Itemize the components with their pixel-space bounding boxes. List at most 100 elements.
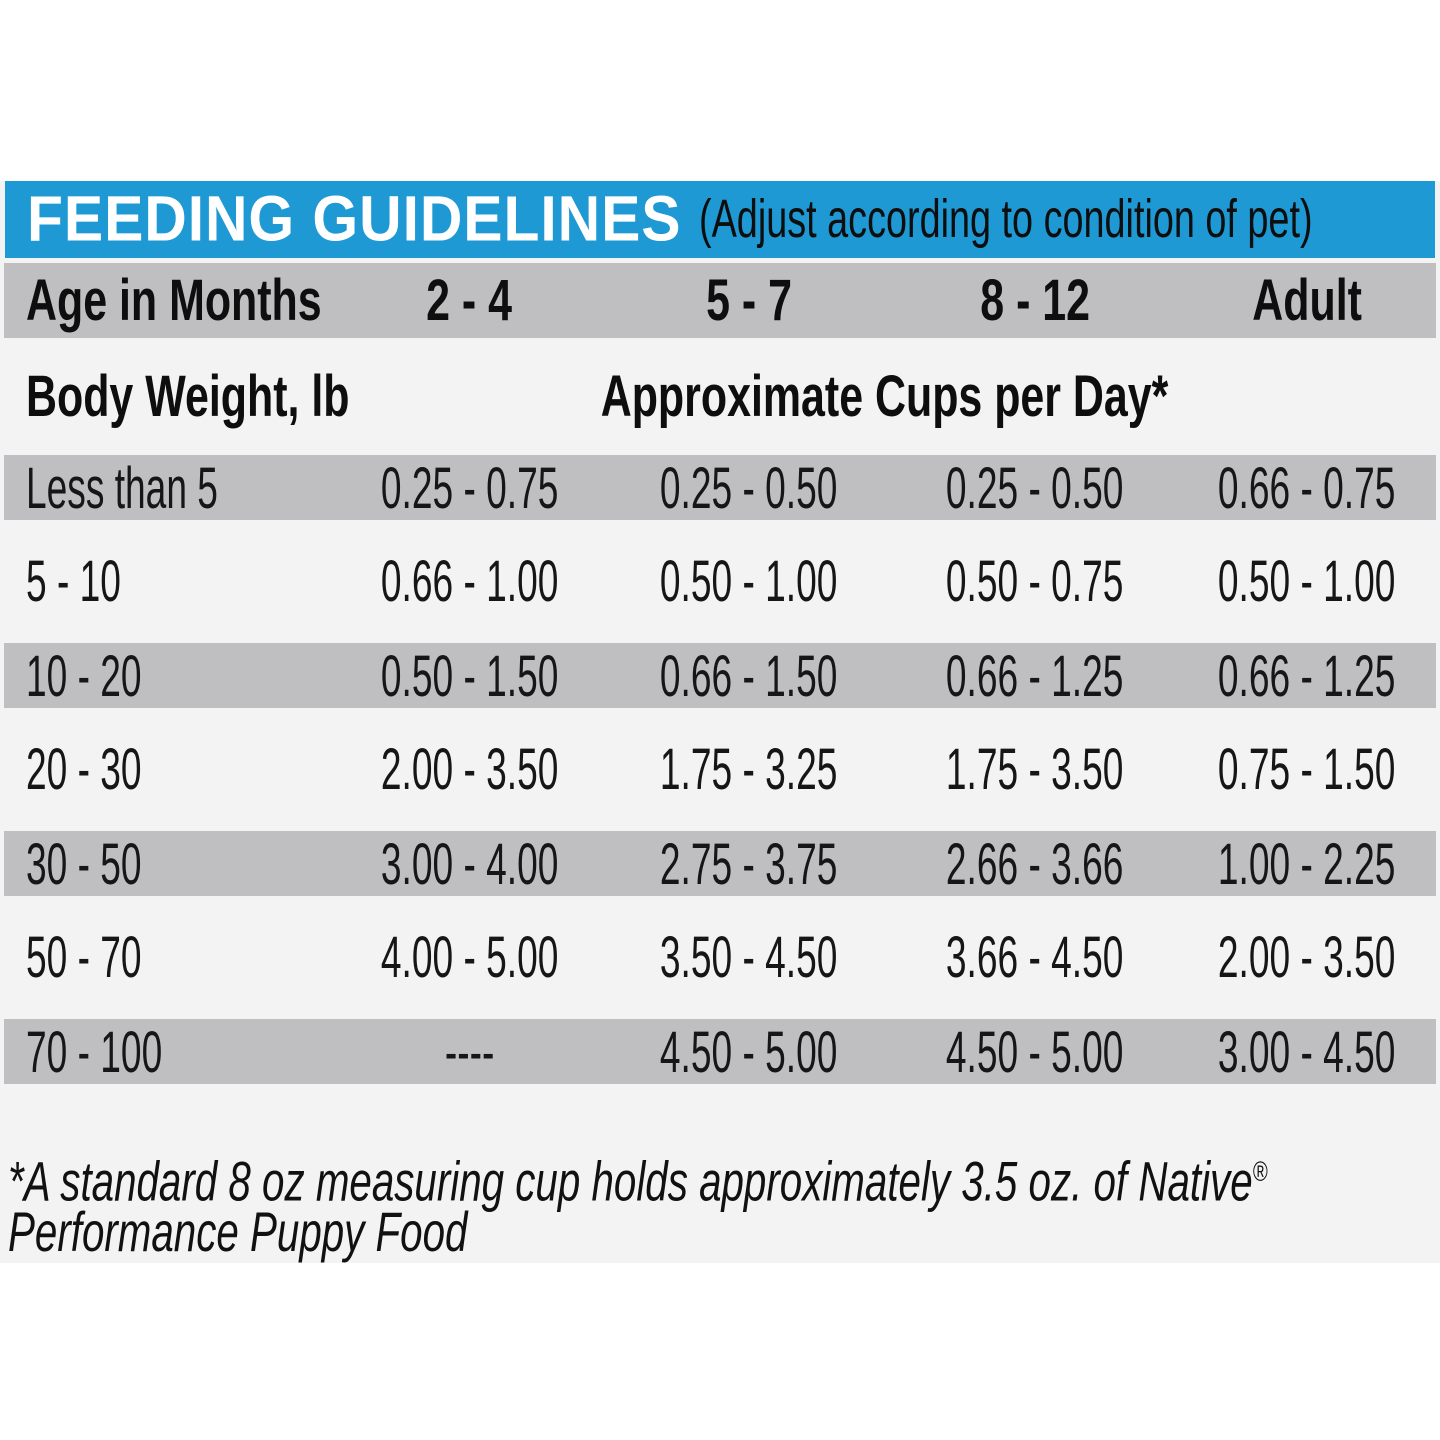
cups-value: ---- (444, 1020, 495, 1085)
cups-cell-adult: 0.75 - 1.50 (1178, 708, 1436, 831)
weight-cell: 70 - 100 (4, 1019, 333, 1086)
cups-cell-8-12: 4.50 - 5.00 (892, 1019, 1178, 1086)
weight-cell: 30 - 50 (4, 831, 333, 898)
age-col-label: 5 - 7 (705, 268, 792, 333)
cups-cell-8-12: 2.66 - 3.66 (892, 831, 1178, 898)
cups-cell-2-4: 2.00 - 3.50 (333, 708, 605, 831)
cups-cell-5-7: 2.75 - 3.75 (605, 831, 891, 898)
table-row: 10 - 20 0.50 - 1.50 0.66 - 1.50 0.66 - 1… (4, 643, 1436, 710)
weight-range: 20 - 30 (26, 737, 142, 802)
footnote-line-1: *A standard 8 oz measuring cup holds app… (8, 1142, 1440, 1211)
cups-cell-8-12: 3.66 - 4.50 (892, 896, 1178, 1019)
cups-cell-2-4: 4.00 - 5.00 (333, 896, 605, 1019)
cups-cell-adult: 2.00 - 3.50 (1178, 896, 1436, 1019)
cups-value: 3.66 - 4.50 (946, 925, 1124, 990)
cups-cell-8-12: 0.50 - 0.75 (892, 520, 1178, 643)
age-col-label: 8 - 12 (980, 268, 1090, 333)
footnote: *A standard 8 oz measuring cup holds app… (0, 1142, 1440, 1262)
cups-value: 0.66 - 1.50 (659, 644, 838, 709)
cups-value: 0.50 - 1.00 (1218, 549, 1396, 614)
cups-cell-2-4: 0.25 - 0.75 (333, 455, 605, 522)
cups-value: 2.00 - 3.50 (1218, 925, 1396, 990)
cups-cell-5-7: 1.75 - 3.25 (605, 708, 891, 831)
cups-value: 0.25 - 0.75 (380, 456, 559, 521)
cups-value: 0.50 - 0.75 (946, 549, 1124, 614)
cups-value: 4.50 - 5.00 (659, 1020, 838, 1085)
cups-cell-5-7: 0.25 - 0.50 (605, 455, 891, 522)
cups-value: 0.66 - 1.25 (1218, 644, 1396, 709)
cups-value: 4.00 - 5.00 (380, 925, 559, 990)
table-row: 20 - 30 2.00 - 3.50 1.75 - 3.25 1.75 - 3… (4, 708, 1436, 831)
cups-value: 0.25 - 0.50 (946, 456, 1124, 521)
cups-value: 0.66 - 1.25 (946, 644, 1124, 709)
age-header-row: Age in Months 2 - 4 5 - 7 8 - 12 Adult (4, 263, 1436, 338)
cups-value: 0.66 - 0.75 (1218, 456, 1396, 521)
table-row: 50 - 70 4.00 - 5.00 3.50 - 4.50 3.66 - 4… (4, 896, 1436, 1019)
cups-cell-adult: 0.50 - 1.00 (1178, 520, 1436, 643)
cups-value: 2.00 - 3.50 (380, 737, 559, 802)
cups-value: 3.00 - 4.00 (380, 832, 559, 897)
feeding-guidelines-card: FEEDING GUIDELINES (Adjust according to … (0, 181, 1440, 1263)
cups-cell-5-7: 3.50 - 4.50 (605, 896, 891, 1019)
weight-cell: 5 - 10 (4, 520, 333, 643)
cups-cell-2-4: 0.50 - 1.50 (333, 643, 605, 710)
cups-value: 1.00 - 2.25 (1218, 832, 1396, 897)
cups-cell-5-7: 0.50 - 1.00 (605, 520, 891, 643)
body-weight-label: Body Weight, lb (26, 364, 350, 429)
age-col-label: 2 - 4 (426, 268, 513, 333)
weight-cell: 20 - 30 (4, 708, 333, 831)
registered-trademark-mark: ® (1252, 1156, 1268, 1187)
title-bar: FEEDING GUIDELINES (Adjust according to … (5, 181, 1435, 258)
cups-cell-5-7: 4.50 - 5.00 (605, 1019, 891, 1086)
cups-value: 0.50 - 1.50 (380, 644, 559, 709)
age-column-2-4: 2 - 4 (333, 263, 605, 338)
cups-value: 1.75 - 3.50 (946, 737, 1124, 802)
weight-cell: 50 - 70 (4, 896, 333, 1019)
age-header-label-cell: Age in Months (4, 263, 333, 338)
cups-cell-8-12: 1.75 - 3.50 (892, 708, 1178, 831)
cups-per-day-label-cell: Approximate Cups per Day* (333, 338, 1436, 455)
cups-value: 4.50 - 5.00 (946, 1020, 1124, 1085)
footnote-text: *A standard 8 oz measuring cup holds app… (8, 1149, 1253, 1213)
cups-value: 2.75 - 3.75 (659, 832, 838, 897)
cups-value: 0.66 - 1.00 (380, 549, 559, 614)
age-column-adult: Adult (1178, 263, 1436, 338)
weight-range: 70 - 100 (26, 1020, 163, 1085)
weight-range: 50 - 70 (26, 925, 142, 990)
cups-cell-2-4: 0.66 - 1.00 (333, 520, 605, 643)
cups-cell-adult: 1.00 - 2.25 (1178, 831, 1436, 898)
table-row: 70 - 100 ---- 4.50 - 5.00 4.50 - 5.00 3.… (4, 1019, 1436, 1086)
feeding-table-body: Less than 5 0.25 - 0.75 0.25 - 0.50 0.25… (0, 455, 1440, 1086)
footnote-line-2: Performance Puppy Food (8, 1202, 1440, 1262)
cups-cell-5-7: 0.66 - 1.50 (605, 643, 891, 710)
weight-cell: Less than 5 (4, 455, 333, 522)
cups-cell-2-4: ---- (333, 1019, 605, 1086)
table-row: 5 - 10 0.66 - 1.00 0.50 - 1.00 0.50 - 0.… (4, 520, 1436, 643)
weight-range: Less than 5 (26, 456, 218, 521)
cups-value: 0.75 - 1.50 (1218, 737, 1396, 802)
cups-per-day-label: Approximate Cups per Day* (600, 364, 1169, 429)
body-weight-label-cell: Body Weight, lb (4, 338, 349, 455)
cups-cell-adult: 0.66 - 1.25 (1178, 643, 1436, 710)
cups-value: 1.75 - 3.25 (659, 737, 838, 802)
page-title: FEEDING GUIDELINES (27, 182, 682, 255)
page-subtitle: (Adjust according to condition of pet) (699, 188, 1313, 249)
weight-range: 5 - 10 (26, 549, 121, 614)
weight-range: 30 - 50 (26, 832, 142, 897)
cups-cell-adult: 3.00 - 4.50 (1178, 1019, 1436, 1086)
cups-value: 3.00 - 4.50 (1218, 1020, 1396, 1085)
cups-value: 2.66 - 3.66 (946, 832, 1124, 897)
footnote-text: Performance Puppy Food (8, 1200, 468, 1263)
table-row: Less than 5 0.25 - 0.75 0.25 - 0.50 0.25… (4, 455, 1436, 522)
cups-cell-8-12: 0.25 - 0.50 (892, 455, 1178, 522)
cups-value: 0.50 - 1.00 (659, 549, 838, 614)
cups-cell-2-4: 3.00 - 4.00 (333, 831, 605, 898)
age-column-5-7: 5 - 7 (605, 263, 891, 338)
cups-cell-adult: 0.66 - 0.75 (1178, 455, 1436, 522)
age-in-months-label: Age in Months (26, 268, 322, 333)
age-column-8-12: 8 - 12 (892, 263, 1178, 338)
cups-cell-8-12: 0.66 - 1.25 (892, 643, 1178, 710)
weight-cell: 10 - 20 (4, 643, 333, 710)
cups-value: 3.50 - 4.50 (659, 925, 838, 990)
